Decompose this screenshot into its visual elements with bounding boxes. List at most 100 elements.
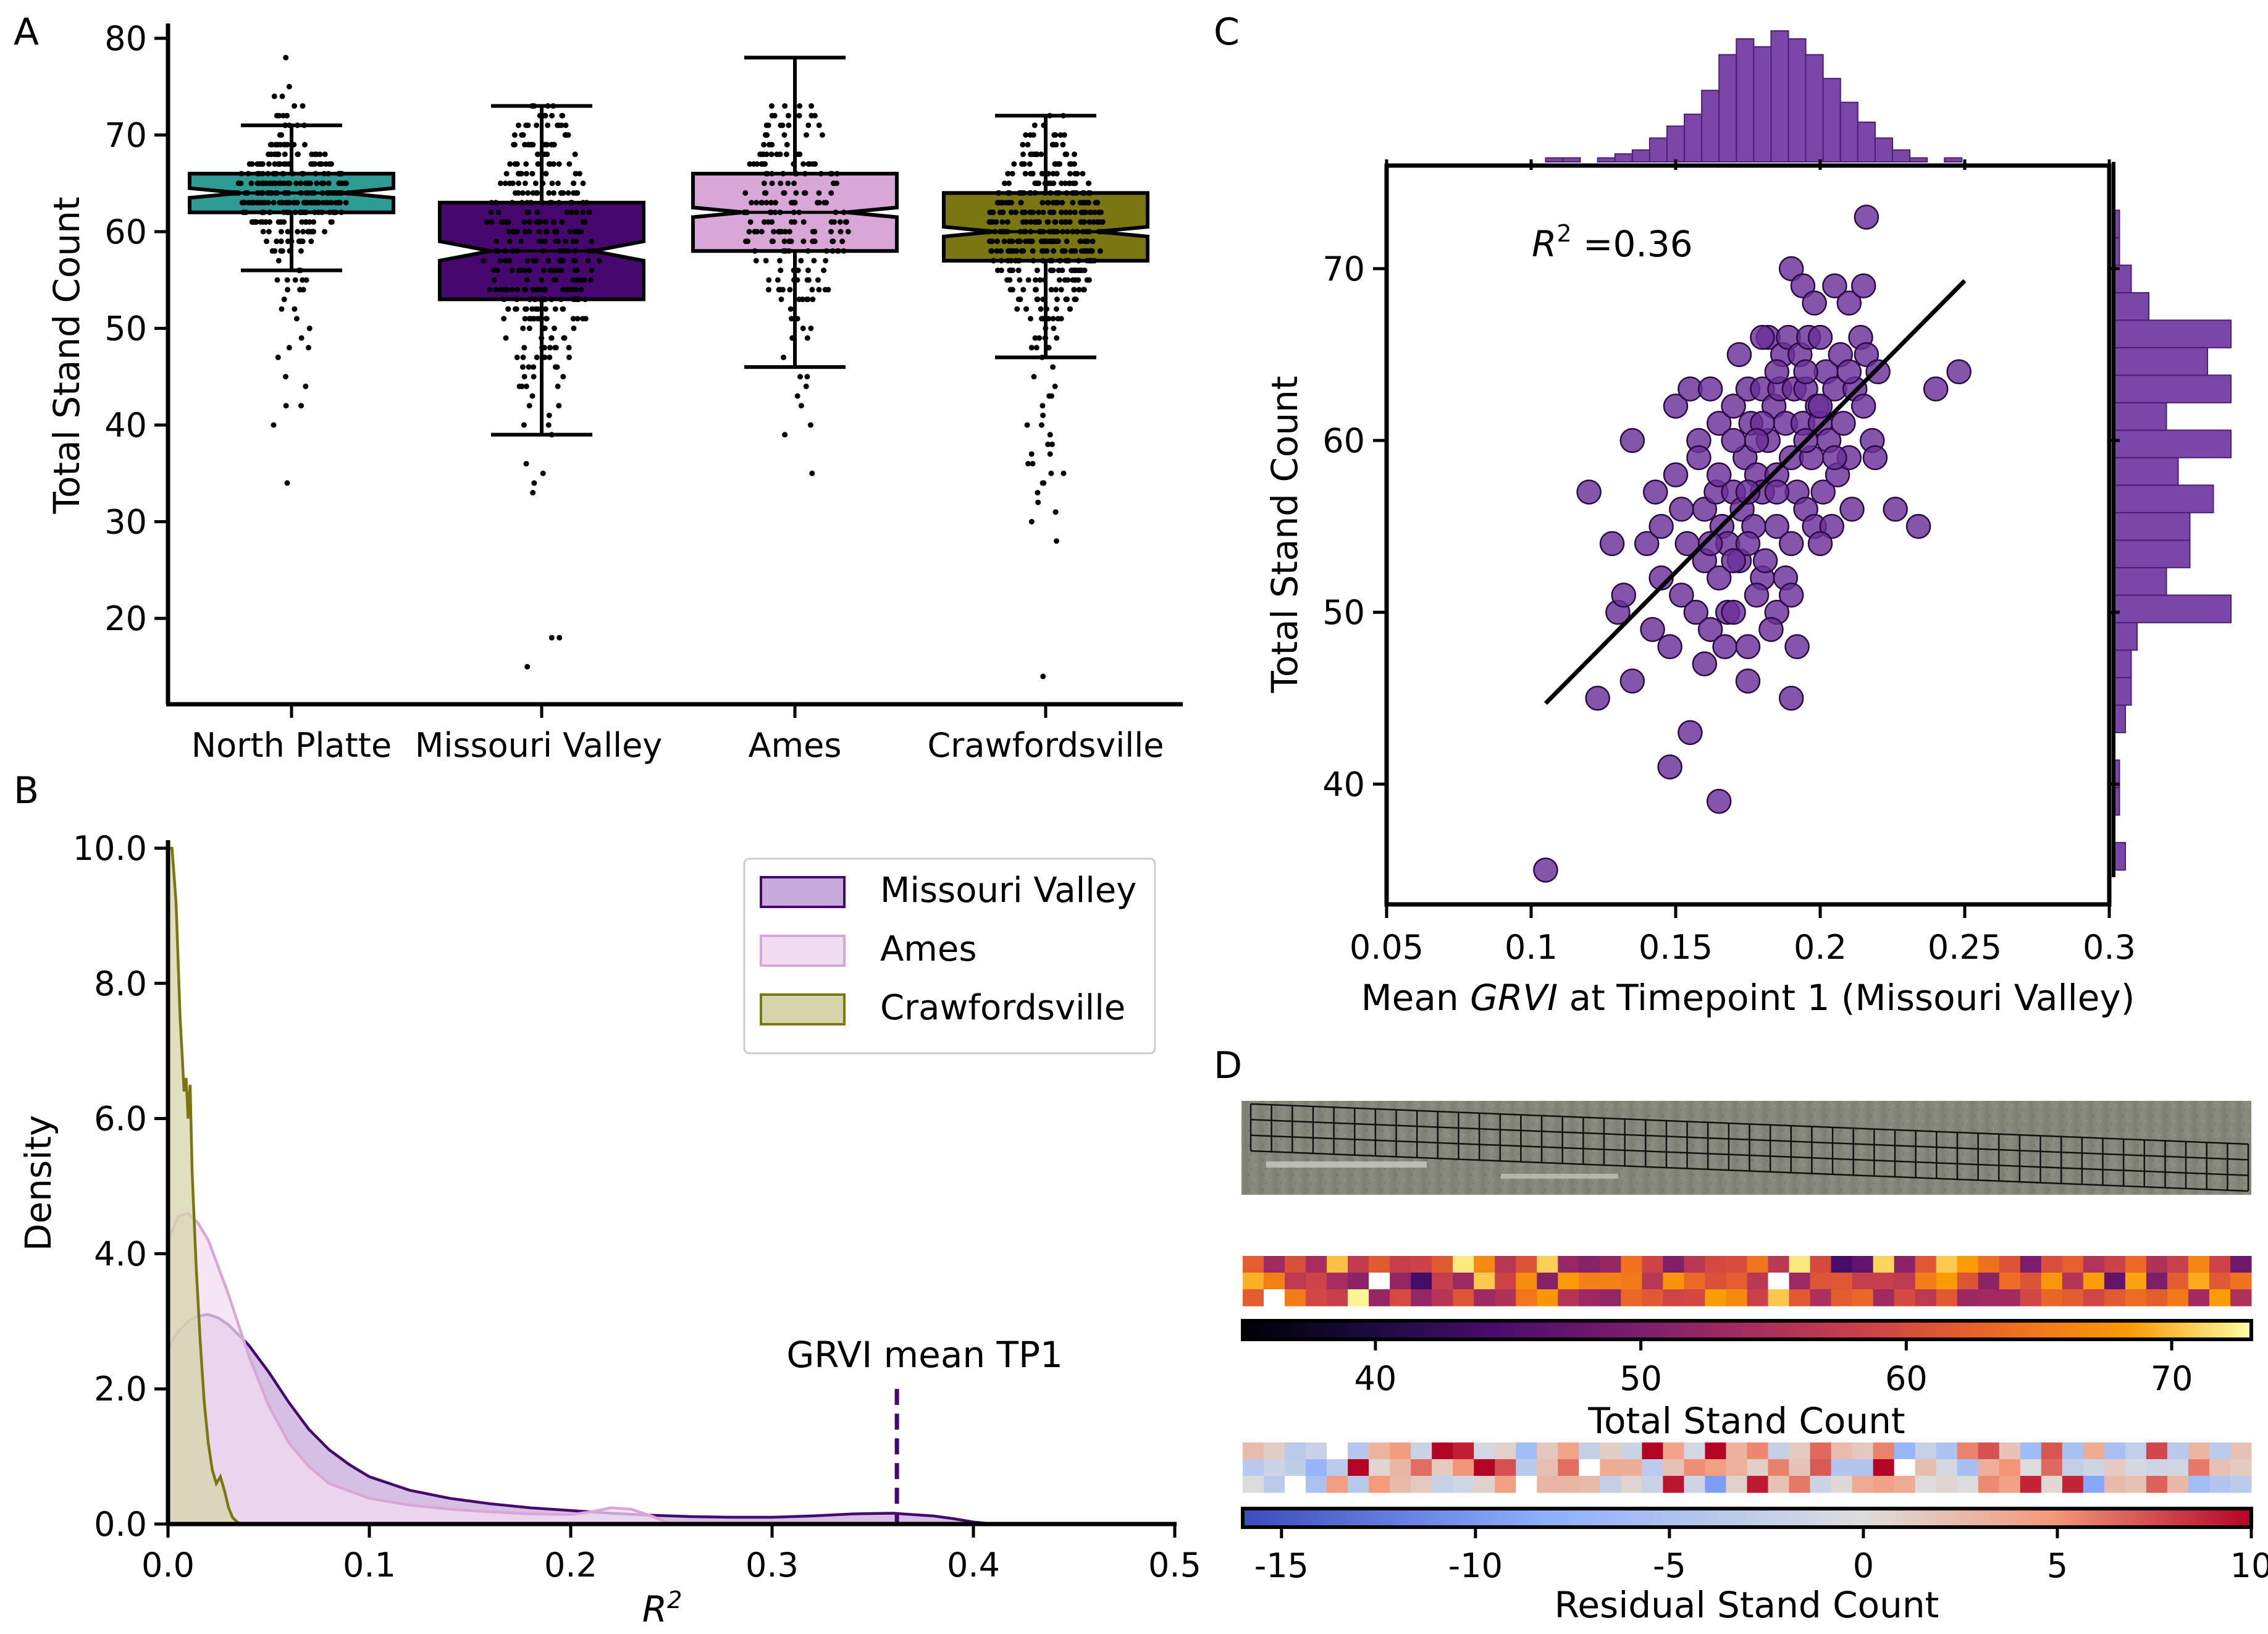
data-point xyxy=(524,663,531,670)
data-point xyxy=(797,103,803,109)
y-tick-label: 80 xyxy=(104,19,147,58)
data-point xyxy=(761,141,767,148)
data-point xyxy=(1063,209,1069,216)
heat-cell xyxy=(2020,1256,2042,1273)
data-point xyxy=(518,238,524,245)
x-tick-label: 0.0 xyxy=(141,1546,195,1585)
heat-cell xyxy=(1810,1442,1832,1460)
data-point xyxy=(578,287,584,293)
data-point xyxy=(1053,306,1059,312)
heat-cell xyxy=(2167,1289,2189,1307)
scatter-point xyxy=(1678,720,1703,746)
data-point xyxy=(1039,171,1045,177)
data-point xyxy=(802,171,808,177)
heat-cell xyxy=(1705,1442,1726,1460)
data-point xyxy=(1046,393,1052,399)
data-point xyxy=(1048,190,1054,196)
data-point xyxy=(582,297,588,303)
data-point xyxy=(1071,190,1077,196)
data-point xyxy=(537,297,544,303)
data-point xyxy=(531,480,537,486)
heat-cell xyxy=(1327,1442,1348,1460)
heat-cell xyxy=(1894,1442,1916,1460)
heat-cell xyxy=(1705,1459,1726,1476)
data-point xyxy=(828,219,834,225)
data-point xyxy=(1030,258,1036,264)
heat-cell xyxy=(1873,1289,1895,1307)
data-point xyxy=(526,267,532,274)
data-point xyxy=(540,248,546,254)
data-point xyxy=(1003,200,1009,206)
data-point xyxy=(768,103,775,109)
heat-cell xyxy=(2146,1459,2168,1476)
annotation-grvi: GRVI mean TP1 xyxy=(786,1334,1063,1524)
data-point xyxy=(519,132,525,138)
colorbar-residual-label: Residual Stand Count xyxy=(1555,1584,1939,1626)
data-point xyxy=(816,287,822,293)
data-point xyxy=(1005,190,1011,196)
data-point xyxy=(548,432,555,438)
heat-cell xyxy=(1264,1289,1285,1307)
hist-bar xyxy=(2113,457,2179,486)
hist-bar xyxy=(2113,429,2232,458)
data-point xyxy=(1015,258,1022,264)
field-road-mark xyxy=(1501,1174,1618,1179)
data-point xyxy=(567,229,573,235)
data-point xyxy=(560,374,566,380)
data-point xyxy=(487,287,493,293)
data-point xyxy=(1054,297,1060,303)
data-point xyxy=(1035,490,1041,496)
hist-bar xyxy=(1787,38,1807,163)
data-point xyxy=(1047,432,1053,438)
data-point xyxy=(555,238,561,245)
data-point xyxy=(511,132,518,138)
data-point xyxy=(305,190,311,196)
data-point xyxy=(1050,364,1056,370)
panel-label-d: D xyxy=(1214,1044,1242,1087)
data-point xyxy=(484,248,490,254)
data-point xyxy=(778,267,784,274)
data-point xyxy=(747,219,754,225)
data-point xyxy=(1027,161,1033,167)
data-point xyxy=(1030,461,1036,467)
scatter-point xyxy=(1831,410,1856,436)
data-point xyxy=(528,200,534,206)
data-point xyxy=(562,238,568,245)
data-point xyxy=(588,277,594,283)
data-point xyxy=(1014,248,1020,254)
data-point xyxy=(305,345,311,351)
heat-cell xyxy=(1327,1476,1348,1493)
y-tick-label: 60 xyxy=(1322,421,1365,460)
data-point xyxy=(557,248,563,254)
heat-cell xyxy=(1432,1459,1453,1476)
scatter-point xyxy=(1648,513,1674,539)
heat-cell xyxy=(1495,1442,1516,1460)
data-point xyxy=(994,248,1000,254)
heat-cell xyxy=(1810,1476,1832,1493)
scatter-point xyxy=(1697,617,1723,642)
data-point xyxy=(998,267,1004,274)
data-point xyxy=(343,200,349,206)
data-point xyxy=(530,287,536,293)
data-point xyxy=(569,287,575,293)
heat-cell xyxy=(2125,1256,2147,1273)
data-point xyxy=(248,180,254,187)
heat-cell xyxy=(1684,1442,1705,1460)
data-point xyxy=(791,267,797,274)
data-point xyxy=(292,277,298,283)
data-point xyxy=(531,103,537,109)
heat-cell xyxy=(2209,1476,2231,1493)
data-point xyxy=(837,219,843,225)
data-point xyxy=(783,151,789,158)
data-point xyxy=(803,383,809,389)
heat-cell xyxy=(1474,1476,1495,1493)
scatter-point xyxy=(1663,462,1689,487)
legend: Missouri Valley Ames Crawfordsville xyxy=(743,857,1156,1055)
data-point xyxy=(273,171,279,177)
data-point xyxy=(272,190,279,196)
data-point xyxy=(789,316,795,322)
heat-cell xyxy=(2188,1273,2210,1290)
box-north-platte xyxy=(188,54,395,486)
data-point xyxy=(282,190,288,196)
y-tick-label: 2.0 xyxy=(94,1370,147,1409)
